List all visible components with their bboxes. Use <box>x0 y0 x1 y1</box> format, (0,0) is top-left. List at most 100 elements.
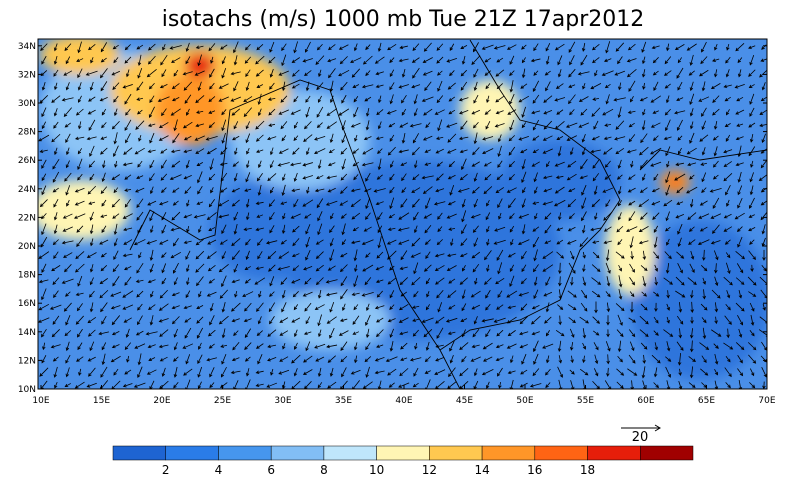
wind-arrow <box>377 158 382 171</box>
wind-arrow <box>748 250 756 261</box>
wind-arrow <box>40 236 48 248</box>
wind-arrow <box>219 239 228 245</box>
wind-arrow <box>351 292 360 297</box>
wind-arrow <box>760 148 767 154</box>
wind-arrow <box>470 356 481 362</box>
wind-arrow <box>281 302 287 313</box>
wind-arrow <box>124 56 132 64</box>
wind-arrow <box>508 173 515 181</box>
wind-arrow <box>278 148 289 154</box>
wind-arrow <box>495 277 505 285</box>
wind-arrow <box>244 278 251 284</box>
wind-arrow <box>353 43 358 52</box>
wind-arrow <box>340 81 348 91</box>
wind-arrow <box>602 108 614 116</box>
wind-arrow <box>749 93 755 105</box>
wind-arrow <box>433 201 446 206</box>
wind-arrow <box>269 160 274 169</box>
wind-arrow <box>113 57 119 64</box>
wind-arrow <box>533 43 539 52</box>
wind-arrow <box>352 315 360 325</box>
wind-arrow <box>122 213 133 219</box>
wind-arrow <box>86 252 97 258</box>
wind-arrow <box>389 186 395 194</box>
wind-arrow <box>666 290 670 299</box>
wind-arrow <box>40 43 48 51</box>
wind-arrow <box>218 199 230 207</box>
wind-arrow <box>449 355 454 364</box>
wind-arrow <box>304 302 312 312</box>
wind-arrow <box>376 109 384 116</box>
wind-arrow <box>570 277 574 286</box>
wind-arrow <box>749 133 754 143</box>
wind-arrow <box>245 121 250 130</box>
wind-arrow <box>437 302 443 313</box>
colorbar-label: 12 <box>422 463 437 477</box>
wind-arrow <box>521 171 527 184</box>
wind-arrow <box>437 212 443 220</box>
wind-arrow <box>315 251 324 260</box>
wind-arrow <box>123 147 133 155</box>
wind-arrow <box>605 262 611 274</box>
wind-arrow <box>327 381 337 389</box>
wind-arrow <box>725 134 731 142</box>
wind-arrow <box>89 211 94 221</box>
wind-arrow <box>39 367 49 377</box>
wind-arrow <box>327 265 336 271</box>
wind-arrow <box>41 107 47 118</box>
wind-arrow <box>291 253 300 258</box>
wind-arrow <box>302 291 313 297</box>
colorbar-label: 6 <box>267 463 275 477</box>
wind-arrow <box>652 70 659 76</box>
wind-arrow <box>447 290 457 298</box>
lat-label: 32N <box>18 70 36 80</box>
wind-arrow <box>423 108 433 116</box>
wind-arrow <box>748 197 755 209</box>
wind-arrow <box>171 305 180 310</box>
wind-arrow <box>147 344 156 349</box>
wind-arrow <box>723 213 732 219</box>
wind-arrow <box>508 135 515 142</box>
lat-label: 24N <box>18 185 36 195</box>
wind-arrow <box>302 58 313 63</box>
wind-arrow <box>554 161 565 167</box>
wind-arrow <box>496 57 504 63</box>
wind-arrow <box>749 239 755 245</box>
wind-arrow <box>471 251 481 259</box>
wind-arrow <box>544 240 552 244</box>
wind-arrow <box>434 369 446 375</box>
wind-arrow <box>713 343 719 349</box>
wind-arrow <box>137 54 142 66</box>
wind-arrow <box>75 251 85 260</box>
wind-arrow <box>138 134 142 142</box>
wind-arrow <box>305 95 311 103</box>
wind-arrow <box>569 369 575 375</box>
wind-arrow <box>98 331 109 336</box>
wind-arrow <box>38 251 50 259</box>
wind-arrow <box>316 44 323 51</box>
wind-arrow <box>531 110 541 115</box>
wind-arrow <box>554 186 565 194</box>
wind-arrow <box>221 302 226 313</box>
wind-arrow <box>615 303 625 312</box>
wind-arrow <box>509 93 515 105</box>
wind-arrow <box>652 110 659 114</box>
wind-arrow <box>568 317 576 324</box>
wind-arrow <box>446 213 457 219</box>
colorbar-label: 18 <box>580 463 595 477</box>
wind-arrow <box>255 343 264 349</box>
wind-arrow <box>493 317 506 323</box>
wind-arrow <box>737 197 743 209</box>
wind-arrow <box>531 331 540 336</box>
wind-arrow <box>642 275 647 287</box>
wind-arrow <box>172 133 180 144</box>
wind-arrow <box>340 289 348 300</box>
wind-arrow <box>686 43 697 51</box>
wind-arrow <box>638 226 649 233</box>
wind-arrow <box>278 109 289 115</box>
wind-arrow <box>532 149 539 153</box>
wind-arrow <box>159 289 168 299</box>
wind-arrow <box>495 344 504 349</box>
wind-arrow <box>329 249 335 262</box>
wind-arrow <box>556 109 564 115</box>
